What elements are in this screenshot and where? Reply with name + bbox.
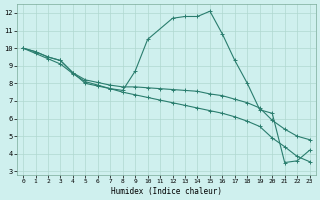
- X-axis label: Humidex (Indice chaleur): Humidex (Indice chaleur): [111, 187, 222, 196]
